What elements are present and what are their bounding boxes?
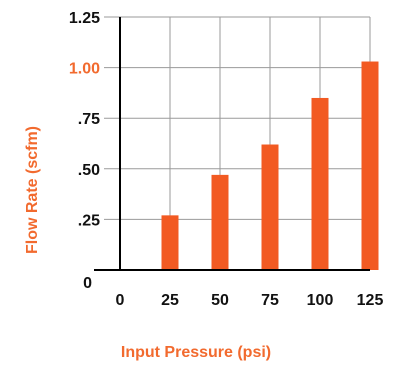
x-tick-label: 125 — [357, 292, 384, 309]
x-tick-label: 100 — [307, 292, 334, 309]
bar — [211, 174, 229, 270]
bars — [161, 61, 379, 271]
y-tick-label: .25 — [78, 212, 100, 229]
y-tick-label: 1.00 — [69, 61, 100, 78]
y-tick-label: .75 — [78, 111, 100, 128]
x-tick-labels: 0 25 50 75 100 125 — [116, 292, 384, 309]
bar — [361, 61, 379, 270]
x-tick-label: 25 — [161, 292, 179, 309]
bar — [311, 97, 329, 271]
x-tick-label: 0 — [116, 292, 125, 309]
bar — [161, 215, 179, 270]
grid-lines — [104, 16, 371, 270]
y-tick-label: 0 — [83, 275, 92, 292]
y-tick-labels: 0 .25 .50 .75 1.00 1.25 — [69, 10, 100, 292]
bar — [261, 144, 279, 270]
x-tick-label: 50 — [211, 292, 229, 309]
x-tick-label: 75 — [261, 292, 279, 309]
y-axis-title: Flow Rate (scfm) — [24, 126, 41, 254]
y-tick-label: .50 — [78, 162, 100, 179]
y-tick-label: 1.25 — [69, 10, 100, 27]
x-axis-title: Input Pressure (psi) — [121, 344, 271, 361]
axes — [94, 17, 370, 271]
